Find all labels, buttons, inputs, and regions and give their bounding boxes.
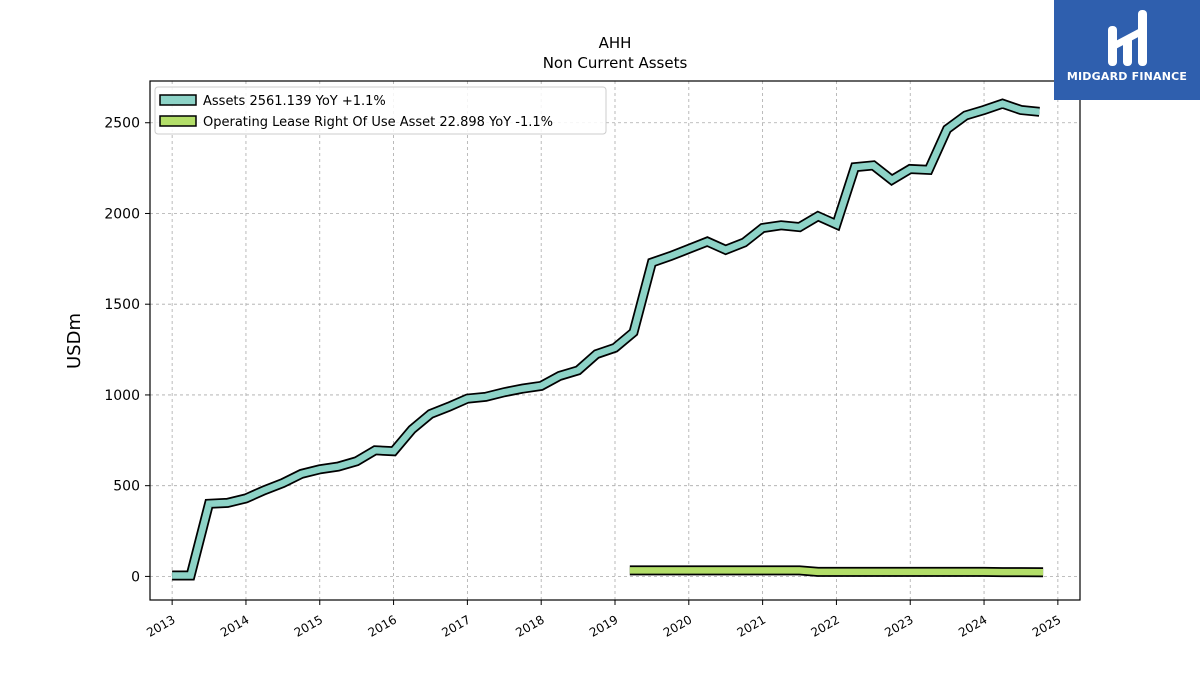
x-tick-label: 2019 — [587, 612, 620, 639]
y-tick-label: 2000 — [104, 206, 140, 222]
y-tick-label: 1500 — [104, 297, 140, 313]
x-tick-label: 2024 — [956, 612, 989, 639]
series-line-1 — [629, 567, 1044, 576]
y-tick-label: 2500 — [104, 116, 140, 132]
legend-box — [154, 86, 607, 135]
y-axis-label: USDm — [64, 313, 85, 369]
x-tick-label: 2018 — [513, 612, 546, 639]
legend-swatch-assets — [159, 94, 197, 106]
x-tick-label: 2021 — [735, 612, 768, 639]
brand-name: MIDGARD FINANCE — [1066, 70, 1188, 83]
x-tick-label: 2023 — [882, 612, 915, 639]
y-tick-label: 500 — [113, 479, 140, 495]
x-tick-label: 2013 — [144, 612, 177, 639]
legend-label-lease: Operating Lease Right Of Use Asset 22.89… — [203, 115, 553, 130]
chart-subtitle: Non Current Assets — [543, 54, 688, 72]
legend: Assets 2561.139 YoY +1.1% Operating Leas… — [154, 86, 607, 135]
x-tick-label: 2016 — [366, 612, 399, 639]
legend-swatch-lease — [159, 115, 197, 127]
x-tick-label: 2014 — [218, 612, 251, 639]
series-outline-0 — [172, 98, 1040, 581]
series-line-0 — [172, 100, 1040, 579]
x-tick-label: 2022 — [808, 612, 841, 639]
x-tick-label: 2015 — [292, 612, 325, 639]
chart-title: AHH — [599, 34, 632, 52]
x-tick-label: 2025 — [1030, 612, 1063, 639]
midgard-logo-icon — [1108, 10, 1147, 66]
legend-label-assets: Assets 2561.139 YoY +1.1% — [203, 94, 386, 109]
x-tick-label: 2020 — [661, 612, 694, 639]
y-tick-label: 1000 — [104, 388, 140, 404]
x-tick-label: 2017 — [439, 612, 472, 639]
y-tick-label: 0 — [131, 569, 140, 585]
brand-logo: MIDGARD FINANCE — [1054, 0, 1200, 100]
